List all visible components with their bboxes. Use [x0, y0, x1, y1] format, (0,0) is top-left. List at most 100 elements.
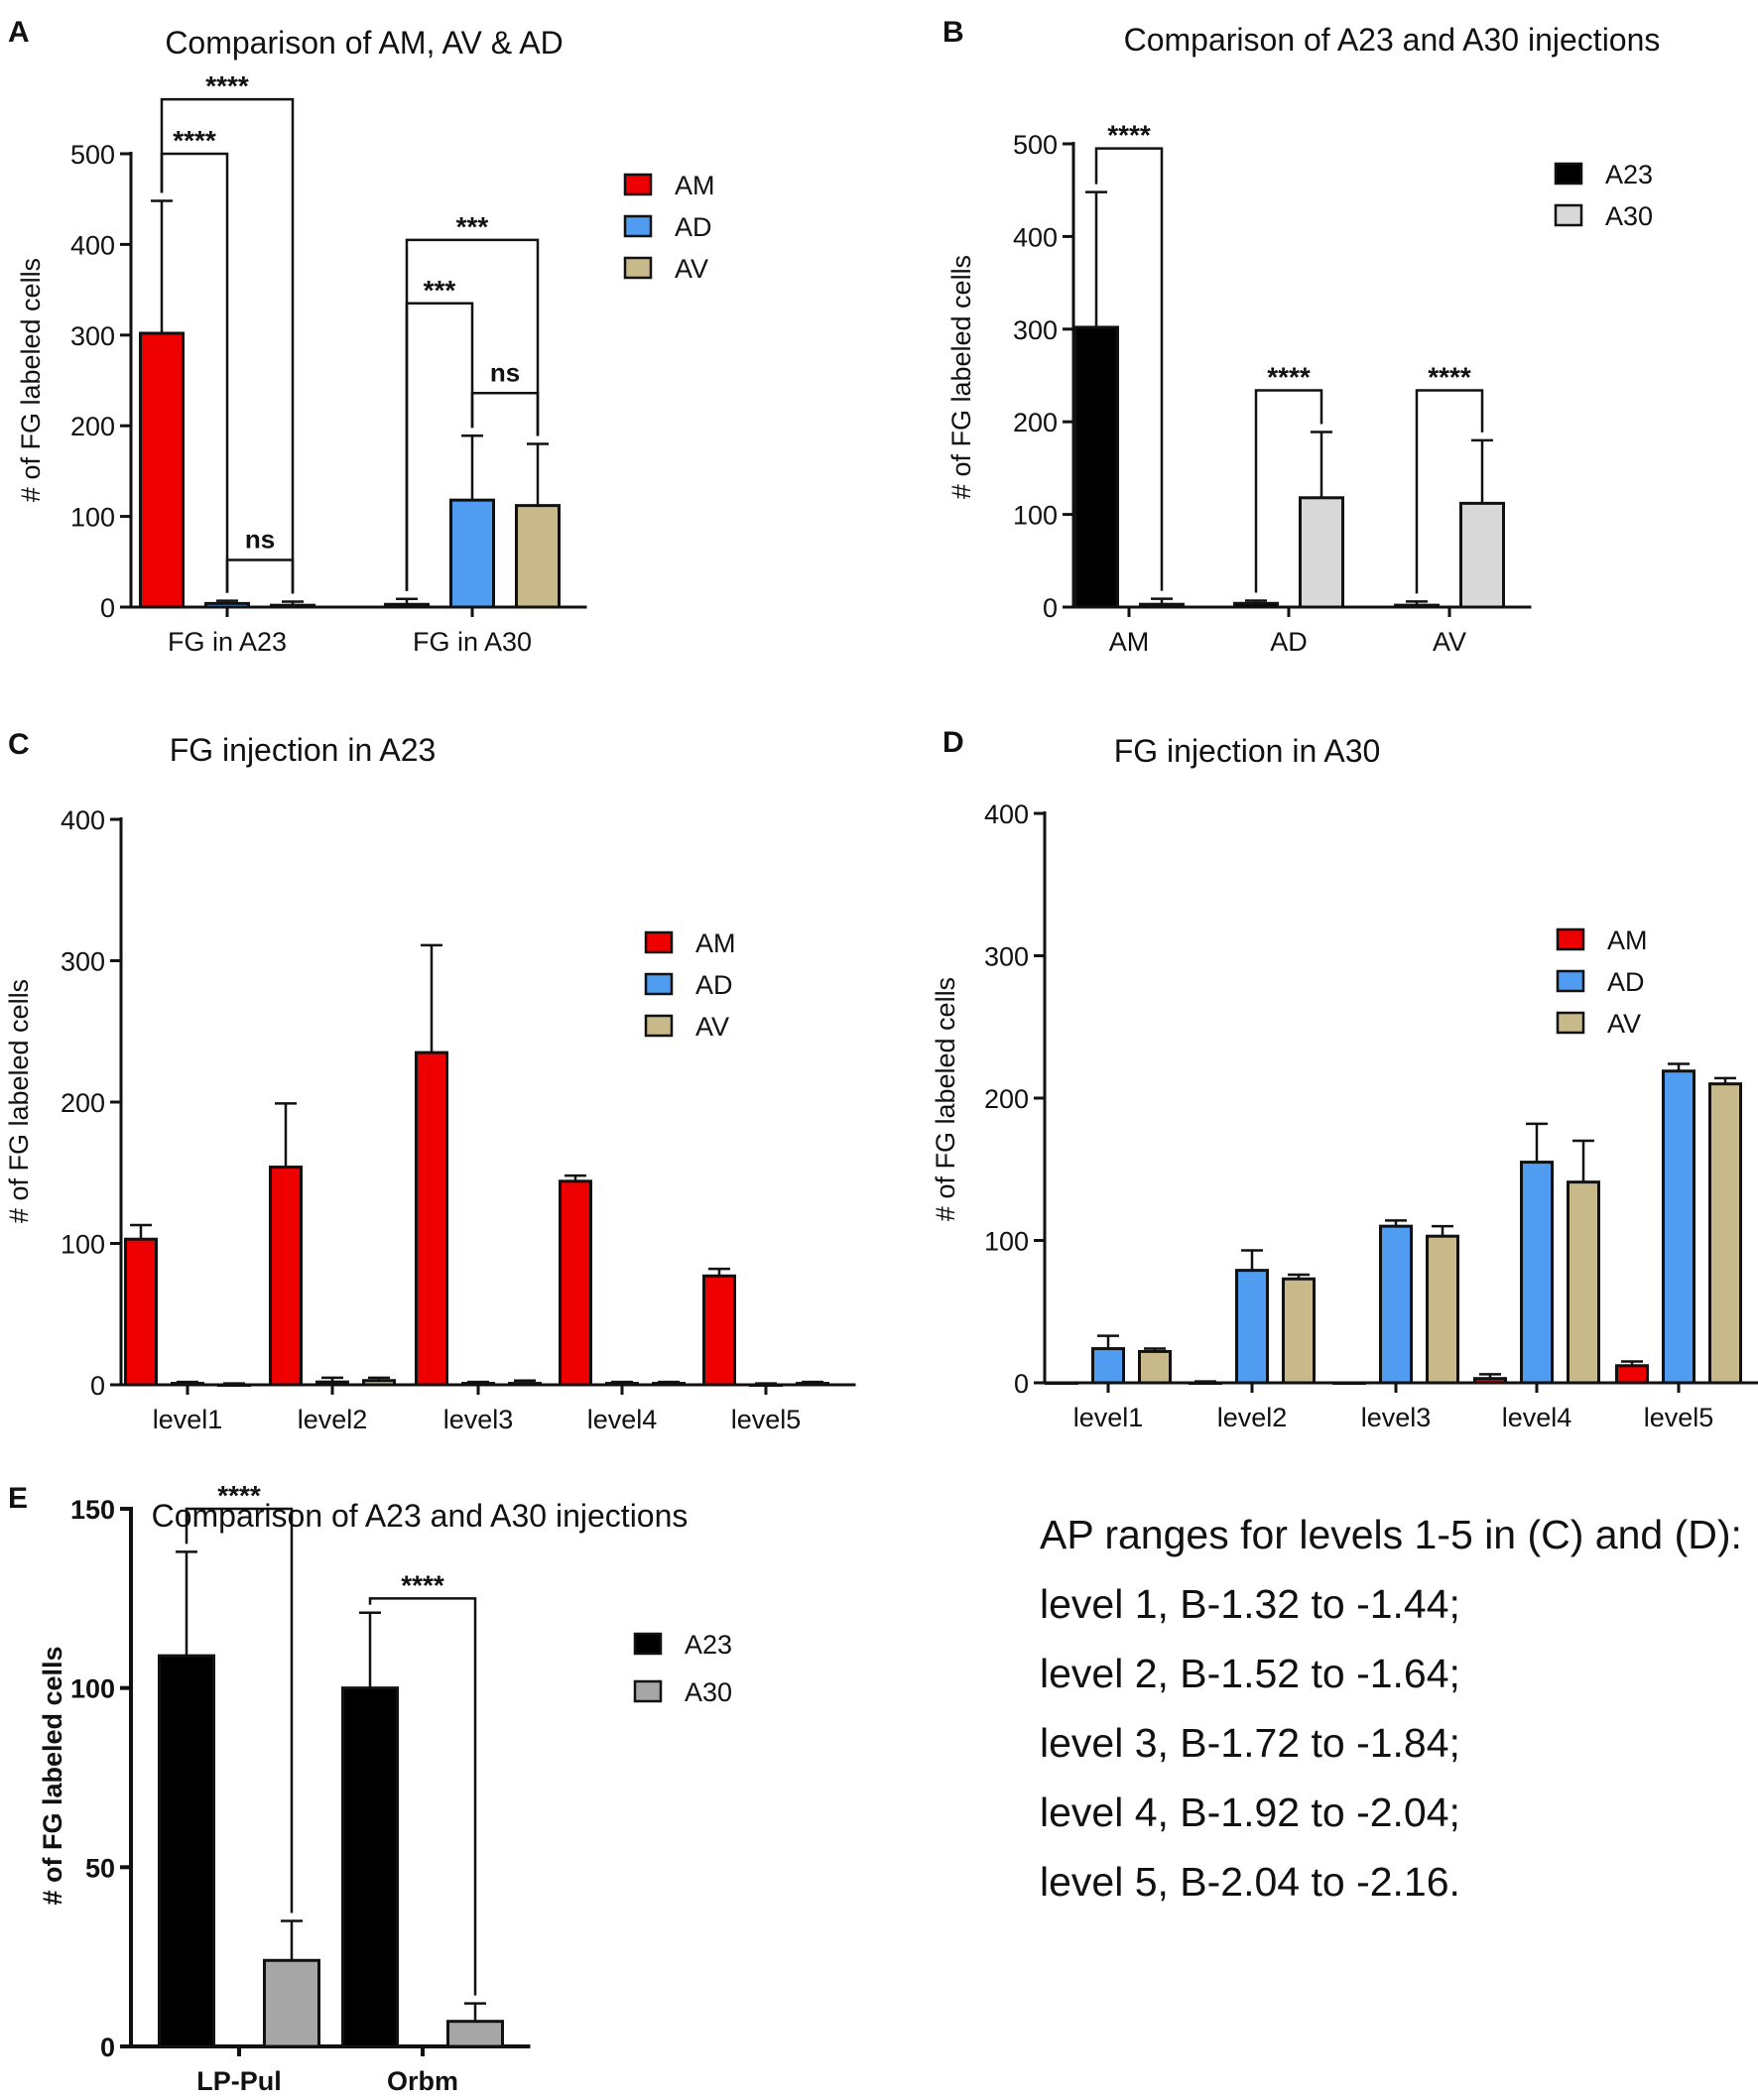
bar	[341, 1686, 399, 2048]
x-tick-label: level2	[298, 1405, 368, 1434]
panel-label: C	[8, 728, 30, 761]
x-tick-label: level4	[587, 1405, 658, 1434]
bar	[415, 1050, 448, 1387]
bar	[124, 1237, 158, 1387]
chart-panel-d: D FG injection in A30 # of FG labeled cell…	[931, 726, 1758, 1432]
bar	[263, 1958, 320, 2048]
significance-label: ns	[245, 524, 275, 554]
bar	[796, 1382, 829, 1387]
significance-bracket	[1415, 389, 1484, 594]
bar	[270, 603, 315, 609]
y-tick-label: 200	[984, 1084, 1029, 1114]
x-tick-label: level4	[1502, 1403, 1572, 1432]
legend-label: AV	[675, 254, 708, 284]
legend-label: AM	[675, 171, 715, 200]
chart-panel-c: C FG injection in A23 # of FG labeled cell…	[4, 728, 856, 1434]
bar	[1662, 1069, 1695, 1385]
legend-swatch	[633, 1632, 663, 1656]
significance-label: ***	[424, 275, 456, 306]
bar	[508, 1382, 542, 1387]
bar	[1615, 1364, 1649, 1385]
bar	[605, 1382, 639, 1387]
chart-panel-a: A Comparison of AM, AV & AD # of FG labele…	[8, 16, 715, 657]
legend-swatch	[623, 256, 653, 280]
bar	[449, 498, 495, 609]
bar	[749, 1383, 783, 1387]
chart-title: Comparison of AM, AV & AD	[165, 25, 563, 61]
x-tick-label: FG in A30	[413, 627, 532, 657]
bar	[269, 1166, 303, 1387]
significance-bracket	[185, 1507, 294, 1914]
y-tick-label: 100	[70, 1674, 115, 1704]
y-tick-label: 50	[85, 1853, 115, 1883]
y-axis-title: # of FG labeled cells	[931, 977, 960, 1221]
bar	[1073, 325, 1119, 609]
y-tick-label: 400	[70, 230, 115, 260]
bar	[702, 1274, 736, 1387]
bar	[1045, 1381, 1078, 1385]
y-axis-title: # of FG labeled cells	[38, 1646, 67, 1905]
y-tick-label: 300	[70, 321, 115, 351]
significance-label: ****	[173, 125, 216, 156]
significance-label: ****	[217, 1480, 261, 1511]
x-tick-label: level3	[1361, 1403, 1432, 1432]
legend-swatch	[633, 1679, 663, 1703]
significance-label: ****	[1428, 361, 1471, 392]
legend-swatch	[1554, 162, 1583, 185]
x-tick-label: level5	[731, 1405, 802, 1434]
legend-swatch	[644, 972, 674, 996]
ap-range-level-1: level 1, B-1.32 to -1.44;	[1040, 1581, 1460, 1627]
chart-panel-e: E Comparison of A23 and A30 injections # o…	[8, 1480, 732, 2096]
bar	[446, 2020, 504, 2048]
significance-label: ****	[1107, 120, 1151, 151]
bar	[217, 1383, 251, 1387]
y-axis-title: # of FG labeled cells	[16, 258, 46, 502]
y-tick-label: 0	[1014, 1369, 1029, 1399]
x-tick-label: AD	[1270, 627, 1308, 657]
legend-label: AV	[1607, 1009, 1641, 1039]
bar	[362, 1379, 396, 1387]
legend-label: A23	[685, 1630, 732, 1660]
bar	[652, 1382, 686, 1387]
legend-label: A30	[685, 1677, 732, 1707]
bar	[1459, 501, 1505, 609]
bar	[139, 331, 185, 609]
bar	[1282, 1277, 1316, 1385]
x-tick-label: AV	[1433, 627, 1466, 657]
y-tick-label: 200	[1013, 408, 1058, 437]
ap-range-level-3: level 3, B-1.72 to -1.84;	[1040, 1720, 1460, 1766]
bar	[384, 602, 430, 609]
legend-swatch	[1556, 969, 1585, 993]
legend-label: A30	[1605, 201, 1653, 231]
y-tick-label: 0	[100, 593, 115, 623]
y-tick-label: 0	[1043, 593, 1058, 623]
y-tick-label: 100	[984, 1227, 1029, 1257]
y-axis-title: # of FG labeled cells	[4, 979, 34, 1223]
y-tick-label: 100	[1013, 501, 1058, 531]
y-tick-label: 300	[61, 947, 105, 977]
panel-label: B	[942, 16, 964, 49]
bar	[559, 1179, 592, 1387]
y-tick-label: 500	[1013, 130, 1058, 160]
significance-label: ****	[401, 1569, 444, 1600]
panel-label: A	[8, 16, 30, 49]
significance-label: ***	[456, 211, 489, 242]
legend-label: AM	[1607, 926, 1648, 955]
legend-swatch	[1556, 1011, 1585, 1035]
chart-title: FG injection in A23	[170, 732, 437, 768]
significance-bracket	[160, 97, 295, 594]
bar	[1299, 496, 1344, 609]
y-axis-title: # of FG labeled cells	[946, 255, 976, 499]
legend-label: AV	[695, 1012, 729, 1042]
significance-bracket	[470, 392, 540, 436]
bar	[1091, 1347, 1125, 1385]
chart-title: Comparison of A23 and A30 injections	[1124, 22, 1661, 58]
bar	[1235, 1269, 1269, 1385]
bar	[1520, 1161, 1554, 1385]
bar	[515, 504, 561, 609]
legend-swatch	[1554, 203, 1583, 227]
ap-ranges-notes: AP ranges for levels 1-5 in (C) and (D):…	[1040, 1500, 1742, 1916]
x-tick-label: LP-Pul	[196, 2066, 282, 2096]
x-tick-label: level1	[153, 1405, 223, 1434]
